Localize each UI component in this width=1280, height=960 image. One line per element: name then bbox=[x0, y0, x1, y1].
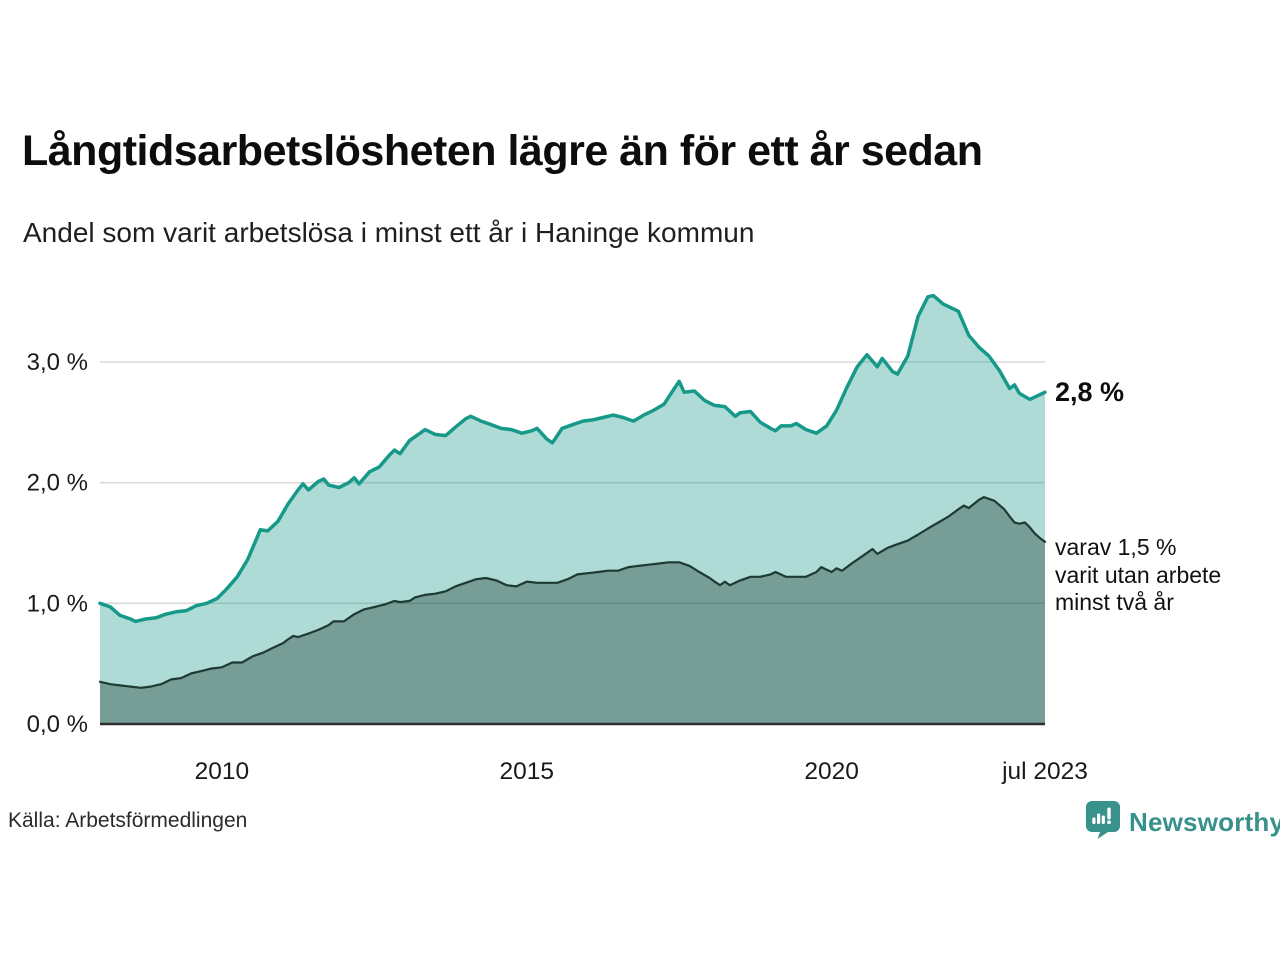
y-axis-label-1: 1,0 % bbox=[27, 590, 88, 617]
page-subtitle: Andel som varit arbetslösa i minst ett å… bbox=[23, 217, 755, 248]
latest-value-label: 2,8 % bbox=[1055, 377, 1125, 407]
newsworthy-logo: Newsworthy bbox=[1086, 801, 1280, 844]
x-axis-label-2010: 2010 bbox=[195, 758, 250, 785]
series-minst-ett-ar-area bbox=[100, 295, 1045, 724]
y-axis-label-3: 3,0 % bbox=[27, 349, 88, 376]
x-axis-label-2015: 2015 bbox=[500, 758, 555, 785]
page-title: Långtidsarbetslösheten lägre än för ett … bbox=[22, 127, 983, 175]
series-minst-ett-ar-line bbox=[98, 293, 1047, 624]
x-axis-label-2020: 2020 bbox=[804, 758, 859, 785]
series-minst-tva-ar-line bbox=[98, 496, 1047, 689]
newsworthy-wordmark: Newsworthy bbox=[1129, 807, 1280, 837]
series-minst-tva-ar-area bbox=[100, 497, 1045, 724]
newsworthy-logo-icon bbox=[1086, 801, 1120, 844]
source-note: Källa: Arbetsförmedlingen bbox=[8, 809, 248, 832]
two-year-value-label: varav 1,5 % varit utan arbete minst två … bbox=[1055, 534, 1222, 615]
y-axis-label-2: 2,0 % bbox=[27, 470, 88, 497]
y-axis-label-0: 0,0 % bbox=[27, 711, 88, 738]
x-axis-label-jul-2023: jul 2023 bbox=[1001, 758, 1088, 785]
